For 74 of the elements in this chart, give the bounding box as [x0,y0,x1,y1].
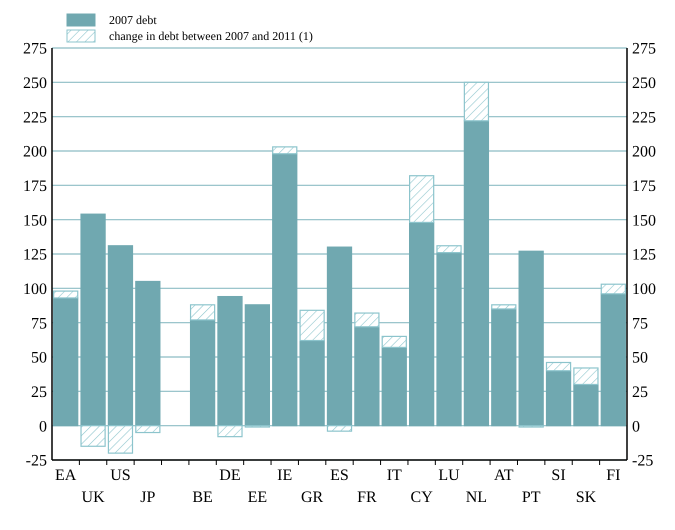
x-tick-label: BE [192,489,213,506]
x-tick-label: EA [55,467,77,484]
bar [80,214,106,426]
y-tick-label: 225 [23,109,47,126]
x-tick-label: US [110,467,131,484]
bar [436,252,462,426]
y2-tick-label: 275 [632,40,656,58]
y-tick-label: 0 [39,418,47,436]
bar [217,296,243,426]
y-tick-label: -25 [26,452,47,470]
bar [546,362,572,372]
bar [600,293,626,426]
x-tick-label: GR [301,489,324,506]
bar [491,308,516,426]
y-tick-label: 75 [31,315,47,332]
legend-label: 2007 debt [109,13,158,27]
x-tick-label: DE [219,467,241,484]
x-tick-label: UK [82,489,106,506]
y2-tick-label: 200 [632,144,656,161]
bar [354,326,380,426]
x-tick-label: NL [466,489,488,506]
y2-tick-label: 25 [632,384,648,401]
y2-tick-label: 175 [632,178,656,195]
bar [190,304,216,321]
y-tick-label: 275 [23,40,47,58]
bar [382,346,407,426]
y-tick-label: 50 [31,350,47,367]
bar [326,246,352,426]
y2-tick-label: 125 [632,246,656,264]
bar [190,319,216,426]
y2-tick-label: 150 [632,212,656,230]
y2-tick-label: 225 [632,109,656,126]
y-tick-label: 25 [31,384,47,401]
y2-tick-label: 75 [632,315,648,332]
y-tick-label: 250 [23,74,47,92]
bar [518,250,544,426]
bar [491,304,516,310]
bar [53,297,78,426]
x-tick-label: ES [330,467,349,484]
y2-tick-label: 250 [632,74,656,92]
y-tick-label: 125 [23,246,47,264]
bar [382,336,407,348]
y2-tick-label: 100 [632,280,656,298]
y2-tick-label: 50 [632,350,648,367]
y-tick-label: 175 [23,178,47,195]
x-tick-label: FI [606,467,620,484]
x-tick-label: FR [357,489,377,506]
bar [108,245,134,426]
x-tick-label: AT [494,467,514,484]
x-tick-label: LU [438,467,460,484]
x-tick-label: CY [410,489,434,506]
bar [299,340,325,426]
x-tick-label: IE [277,467,292,484]
y-tick-label: 100 [23,280,47,298]
bar [244,304,270,426]
y2-tick-label: 0 [632,418,640,436]
bar [573,367,599,386]
bar [408,222,434,426]
x-tick-label: EE [248,489,268,506]
x-tick-label: PT [522,489,541,506]
x-tick-label: SK [576,489,597,506]
bar [546,370,572,426]
bar [464,120,490,426]
x-tick-label: JP [140,489,156,506]
y-tick-label: 200 [23,144,47,161]
y-tick-label: 150 [23,212,47,230]
x-tick-label: SI [551,467,566,484]
x-tick-label: IT [386,467,402,484]
bar [436,245,462,254]
legend-label: change in debt between 2007 and 2011 (1) [109,29,313,43]
bar [573,384,599,426]
y2-tick-label: -25 [632,452,654,470]
bar [272,153,298,426]
bar [135,280,160,426]
